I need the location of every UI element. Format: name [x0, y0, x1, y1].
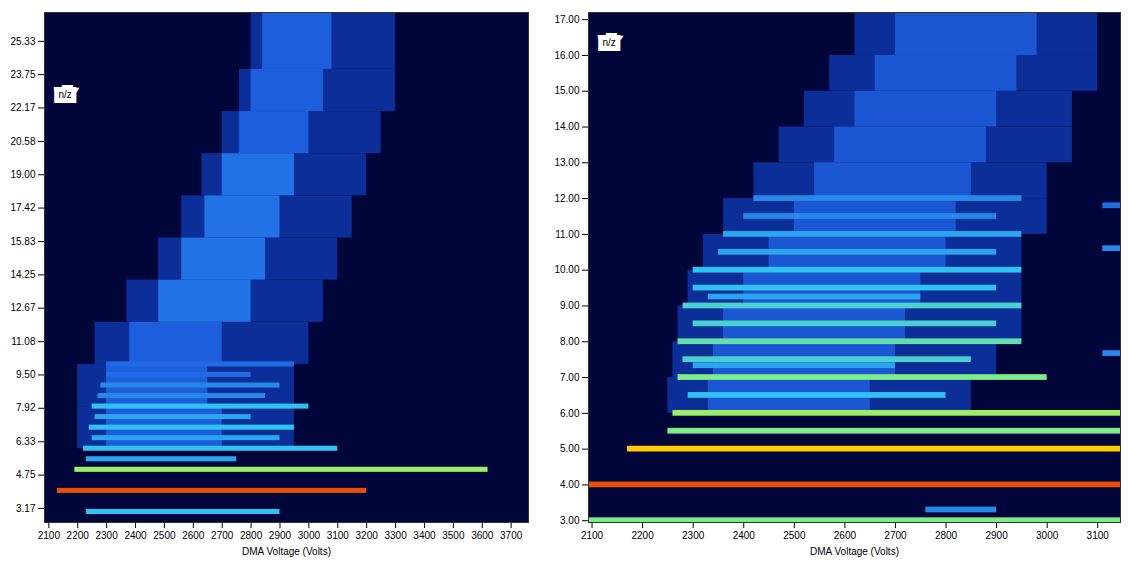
- svg-text:2300: 2300: [682, 530, 705, 541]
- svg-text:2600: 2600: [834, 530, 857, 541]
- svg-text:3500: 3500: [442, 530, 465, 541]
- svg-text:4.75: 4.75: [16, 469, 36, 480]
- svg-text:4.00: 4.00: [560, 479, 580, 490]
- svg-text:3.17: 3.17: [16, 503, 36, 514]
- svg-text:9.50: 9.50: [16, 369, 36, 380]
- svg-text:6.00: 6.00: [560, 408, 580, 419]
- svg-text:3100: 3100: [327, 530, 350, 541]
- svg-text:2800: 2800: [240, 530, 263, 541]
- svg-text:11.00: 11.00: [555, 229, 580, 240]
- svg-text:2100: 2100: [581, 530, 604, 541]
- svg-text:20.58: 20.58: [10, 136, 35, 147]
- svg-text:2400: 2400: [733, 530, 756, 541]
- svg-text:2500: 2500: [153, 530, 176, 541]
- svg-text:25.33: 25.33: [10, 36, 35, 47]
- svg-text:7.92: 7.92: [16, 402, 36, 413]
- svg-text:2700: 2700: [211, 530, 234, 541]
- svg-text:14.25: 14.25: [10, 269, 35, 280]
- svg-text:2200: 2200: [67, 530, 90, 541]
- svg-text:2600: 2600: [182, 530, 205, 541]
- svg-text:3700: 3700: [500, 530, 523, 541]
- svg-text:22.17: 22.17: [10, 102, 35, 113]
- svg-text:17.42: 17.42: [10, 202, 35, 213]
- svg-text:19.00: 19.00: [10, 169, 35, 180]
- svg-text:3200: 3200: [356, 530, 379, 541]
- svg-text:3600: 3600: [471, 530, 494, 541]
- svg-text:9.00: 9.00: [560, 300, 580, 311]
- svg-text:2700: 2700: [884, 530, 907, 541]
- svg-text:14.00: 14.00: [554, 121, 579, 132]
- svg-text:15.00: 15.00: [554, 85, 579, 96]
- svg-text:n/z: n/z: [59, 89, 72, 100]
- svg-text:12.00: 12.00: [554, 193, 579, 204]
- svg-text:2100: 2100: [38, 530, 61, 541]
- svg-text:2900: 2900: [985, 530, 1008, 541]
- svg-text:11.08: 11.08: [11, 336, 36, 347]
- svg-text:17.00: 17.00: [554, 14, 579, 25]
- svg-text:2200: 2200: [631, 530, 654, 541]
- svg-text:5.00: 5.00: [560, 443, 580, 454]
- svg-text:2800: 2800: [935, 530, 958, 541]
- svg-text:2500: 2500: [783, 530, 806, 541]
- svg-text:8.00: 8.00: [560, 336, 580, 347]
- svg-text:2300: 2300: [96, 530, 119, 541]
- svg-text:13.00: 13.00: [554, 157, 579, 168]
- svg-text:15.83: 15.83: [10, 236, 35, 247]
- svg-text:DMA Voltage (Volts): DMA Voltage (Volts): [242, 546, 331, 557]
- svg-text:3.00: 3.00: [560, 515, 580, 526]
- svg-text:2400: 2400: [124, 530, 147, 541]
- svg-text:2900: 2900: [269, 530, 292, 541]
- svg-text:n/z: n/z: [603, 37, 616, 48]
- svg-text:6.33: 6.33: [16, 436, 36, 447]
- svg-text:23.75: 23.75: [10, 69, 35, 80]
- svg-text:3000: 3000: [298, 530, 321, 541]
- svg-text:DMA Voltage (Volts): DMA Voltage (Volts): [810, 546, 899, 557]
- svg-text:10.00: 10.00: [554, 264, 579, 275]
- svg-text:3100: 3100: [1087, 530, 1110, 541]
- svg-text:12.67: 12.67: [10, 302, 35, 313]
- svg-text:3300: 3300: [384, 530, 407, 541]
- svg-text:3000: 3000: [1036, 530, 1059, 541]
- svg-text:3400: 3400: [413, 530, 436, 541]
- svg-text:16.00: 16.00: [554, 50, 579, 61]
- svg-text:7.00: 7.00: [560, 372, 580, 383]
